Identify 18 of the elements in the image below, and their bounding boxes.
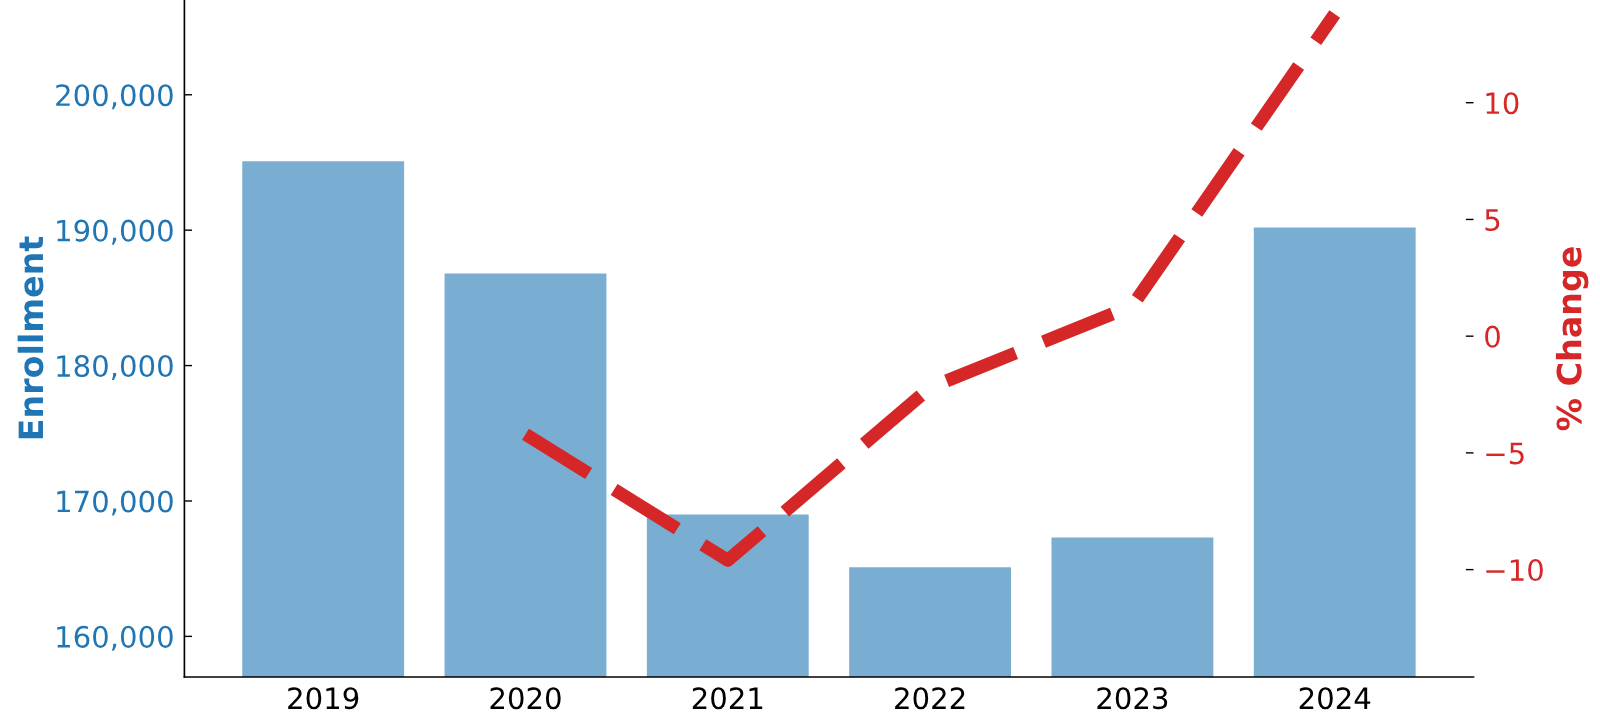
x-tick-label: 2019 — [288, 687, 359, 710]
y-tick-label: 190,000 — [57, 219, 173, 245]
x-tick-label: 2020 — [490, 687, 561, 710]
x-tick-label: 2021 — [692, 687, 763, 710]
x-tick-label: 2022 — [895, 687, 965, 710]
y2-tick-label: −10 — [1486, 559, 1543, 582]
y-tick-label: 200,000 — [56, 84, 173, 110]
y2-tick-label: −5 — [1486, 442, 1524, 465]
y2-tick-label: 0 — [1485, 325, 1500, 348]
x-tick-label: 2023 — [1097, 687, 1168, 710]
x-tick-label: 2024 — [1299, 687, 1371, 710]
y-tick-label: 160,000 — [57, 625, 173, 651]
y-axis-title: Enrollment — [17, 236, 44, 439]
y2-tick-label: 10 — [1486, 92, 1519, 115]
y-tick-label: 170,000 — [57, 490, 173, 516]
y2-axis-title: % Change — [1555, 247, 1589, 431]
y2-tick-label: 5 — [1485, 209, 1500, 231]
y-tick-label: 180,000 — [57, 355, 173, 381]
